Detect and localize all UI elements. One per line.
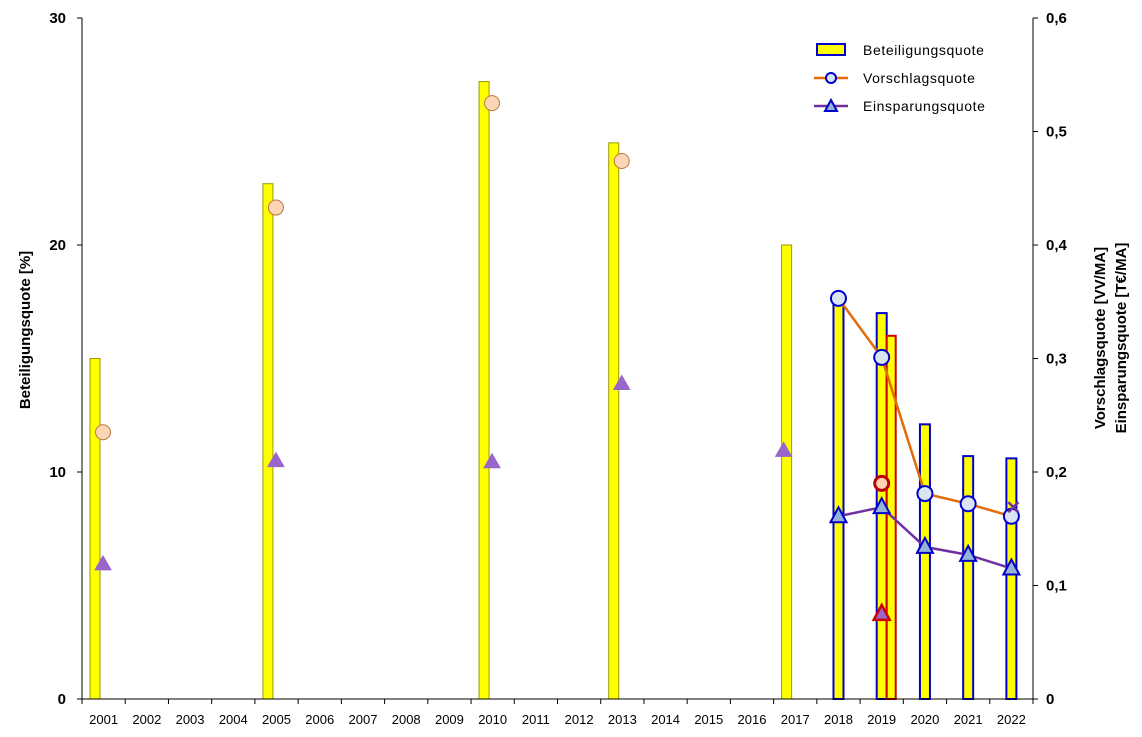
x-tick-label-2020: 2020 — [910, 712, 939, 727]
legend-label-beteiligungsquote: Beteiligungsquote — [863, 42, 985, 58]
point-einsparungsquote-2017 — [774, 441, 793, 457]
y-left-tick-label: 20 — [49, 237, 66, 254]
y-right-tick-label: 0 — [1046, 691, 1054, 708]
bar-2005 — [262, 183, 274, 700]
y-axis-right-title-2: Einsparungsquote [T€/MA] — [1113, 243, 1130, 434]
point-einsparungsquote-2020 — [915, 535, 935, 554]
bar-2022 — [1005, 457, 1018, 700]
bar-2021 — [962, 455, 975, 700]
x-tick-label-2012: 2012 — [565, 712, 594, 727]
point-vorschlagsquote-2010 — [484, 95, 501, 112]
marker-layer — [94, 95, 1022, 622]
axes-layer — [77, 17, 1038, 704]
point-einsparungsquote-2013 — [612, 374, 631, 390]
point-einsparungsquote-2022 — [1001, 557, 1022, 576]
point-vorschlagsquote-2021 — [959, 495, 977, 513]
x-tick-label-2007: 2007 — [349, 712, 378, 727]
x-tick-label-2015: 2015 — [694, 712, 723, 727]
point-vorschlagsquote-2019 — [873, 348, 891, 366]
point-einsparungsquote-2021 — [958, 543, 978, 562]
point-einsparungsquote-2018 — [828, 505, 849, 524]
y-left-tick-label: 30 — [49, 10, 66, 27]
bar-2013 — [608, 142, 620, 700]
point-einsparungsquote-2005 — [267, 451, 285, 468]
point-vorschlagsquote-2001 — [95, 424, 111, 441]
y-left-tick-label: 0 — [58, 691, 66, 708]
x-tick-label-2003: 2003 — [176, 712, 205, 727]
bar-2018 — [832, 293, 845, 700]
point-einsparungsquote-special-2019 — [871, 602, 892, 622]
point-einsparungsquote-2010 — [483, 452, 501, 469]
point-einsparungsquote-2019 — [872, 496, 892, 515]
x-tick-label-2002: 2002 — [132, 712, 161, 727]
bar-2001 — [89, 358, 101, 700]
x-tick-label-2001: 2001 — [89, 712, 118, 727]
point-vorschlagsquote-2005 — [267, 199, 284, 216]
bar-2017 — [781, 244, 793, 700]
legend-label-vorschlagsquote: Vorschlagsquote — [863, 70, 976, 86]
x-tick-label-2009: 2009 — [435, 712, 464, 727]
y-right-tick-label: 0,2 — [1046, 464, 1067, 481]
bar-2020 — [918, 423, 931, 700]
y-right-tick-label: 0,3 — [1046, 351, 1067, 368]
y-right-tick-label: 0,1 — [1046, 578, 1067, 595]
y-right-tick-label: 0,5 — [1046, 124, 1067, 141]
bar-2010 — [478, 81, 490, 700]
x-tick-label-2014: 2014 — [651, 712, 680, 727]
legend-circle-icon — [825, 72, 837, 84]
legend-bar-swatch — [816, 43, 846, 56]
legend-label-einsparungsquote: Einsparungsquote — [863, 98, 985, 114]
x-tick-label-2006: 2006 — [305, 712, 334, 727]
y-axis-right-title-1: Vorschlagsquote [VV/MA] — [1092, 247, 1109, 429]
point-vorschlagsquote-2013 — [613, 153, 630, 170]
x-tick-label-2016: 2016 — [738, 712, 767, 727]
point-vorschlagsquote-special-2019 — [873, 474, 891, 492]
x-tick-label-2005: 2005 — [262, 712, 291, 727]
y-left-tick-label: 10 — [49, 464, 66, 481]
x-tick-label-2018: 2018 — [824, 712, 853, 727]
x-tick-label-2017: 2017 — [781, 712, 810, 727]
x-tick-label-2008: 2008 — [392, 712, 421, 727]
x-tick-label-2010: 2010 — [478, 712, 507, 727]
y-right-tick-label: 0,4 — [1046, 237, 1068, 254]
x-tick-label-2019: 2019 — [867, 712, 896, 727]
point-vorschlagsquote-2018 — [829, 289, 847, 307]
point-einsparungsquote-2001 — [94, 554, 112, 571]
x-tick-label-2021: 2021 — [954, 712, 983, 727]
tick-label-layer: 0 10 20 30 0 0,1 0,2 0,3 0,4 0,5 0,6 2001 2002 2003 20… — [49, 10, 1067, 727]
point-vorschlagsquote-2020 — [916, 485, 934, 503]
legend: Beteiligungsquote Vorschlagsquote Einspa… — [814, 42, 985, 114]
y-axis-left-title: Beteiligungsquote [%] — [17, 251, 34, 409]
legend-triangle-icon — [823, 97, 839, 112]
x-tick-label-2011: 2011 — [522, 712, 550, 727]
y-right-tick-label: 0,6 — [1046, 10, 1067, 27]
x-tick-label-2013: 2013 — [608, 712, 637, 727]
x-tick-label-2004: 2004 — [219, 712, 248, 727]
point-x-mark-2022 — [1007, 501, 1020, 514]
x-tick-label-2022: 2022 — [997, 712, 1026, 727]
